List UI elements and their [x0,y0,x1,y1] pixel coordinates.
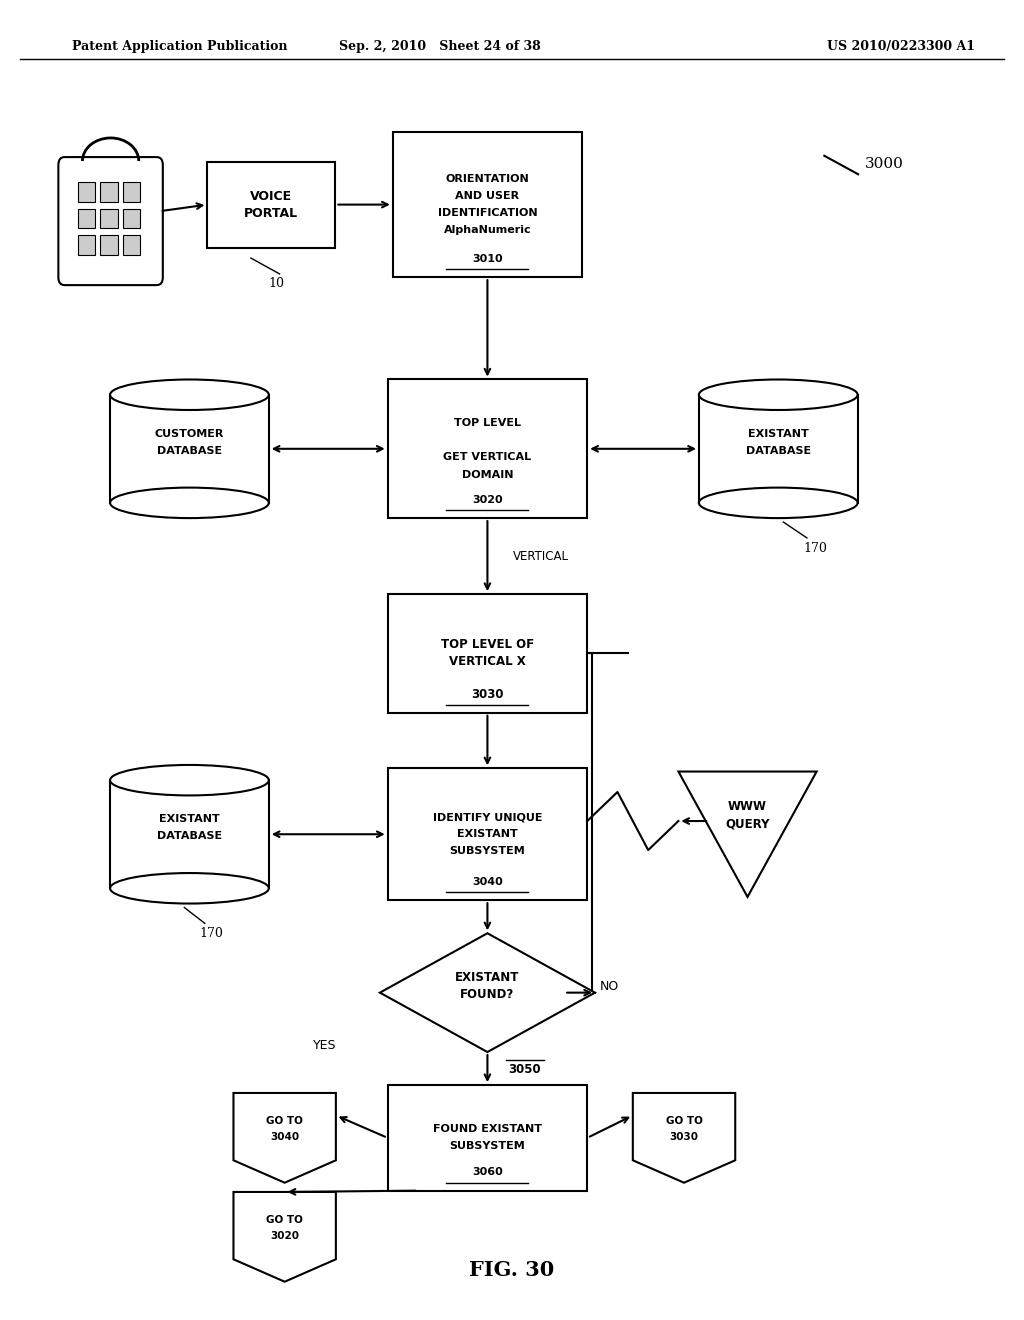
Bar [387,768,587,900]
Bar [123,235,140,255]
Text: 3050: 3050 [508,1063,541,1076]
Polygon shape [233,1192,336,1282]
Bar [111,395,268,503]
Text: YES: YES [313,1039,337,1052]
Text: 3040: 3040 [472,876,503,887]
Text: EXISTANT: EXISTANT [748,429,809,438]
Bar [387,594,587,713]
Bar [78,182,95,202]
Polygon shape [380,933,595,1052]
Text: GET VERTICAL: GET VERTICAL [443,453,531,462]
Text: FIG. 30: FIG. 30 [469,1259,555,1280]
Text: FOUND?: FOUND? [461,989,514,1001]
Bar [123,182,140,202]
Text: VOICE: VOICE [250,190,293,202]
Text: GO TO: GO TO [666,1115,702,1126]
FancyBboxPatch shape [58,157,163,285]
Ellipse shape [698,487,858,519]
Text: CUSTOMER: CUSTOMER [155,429,224,438]
Text: IDENTIFICATION: IDENTIFICATION [437,209,538,218]
Text: DOMAIN: DOMAIN [462,470,513,479]
Text: IDENTIFY UNIQUE: IDENTIFY UNIQUE [433,812,542,822]
Text: NO: NO [600,979,620,993]
Text: 3010: 3010 [472,253,503,264]
Bar [111,780,268,888]
Text: 3000: 3000 [865,157,904,170]
Ellipse shape [110,764,268,796]
Bar [698,395,858,503]
Text: FOUND EXISTANT: FOUND EXISTANT [433,1125,542,1134]
Text: 3060: 3060 [472,1167,503,1177]
Text: EXISTANT: EXISTANT [457,829,518,840]
Text: 170: 170 [200,927,223,940]
Text: 170: 170 [804,541,827,554]
Text: 3020: 3020 [270,1230,299,1241]
Text: TOP LEVEL OF: TOP LEVEL OF [441,639,534,651]
Text: PORTAL: PORTAL [245,207,298,219]
Text: GO TO: GO TO [266,1115,303,1126]
Text: 3020: 3020 [472,495,503,504]
Polygon shape [678,771,817,898]
Bar [387,1085,587,1191]
Text: EXISTANT: EXISTANT [456,972,519,983]
Bar [387,380,587,517]
Text: ORIENTATION: ORIENTATION [445,174,529,183]
Text: 3040: 3040 [270,1131,299,1142]
Text: SUBSYSTEM: SUBSYSTEM [450,1142,525,1151]
Text: DATABASE: DATABASE [157,446,222,455]
Bar [100,209,118,228]
Text: 3030: 3030 [471,688,504,701]
Bar [100,182,118,202]
Bar [123,209,140,228]
Text: SUBSYSTEM: SUBSYSTEM [450,846,525,857]
Text: Patent Application Publication: Patent Application Publication [72,40,287,53]
Text: 10: 10 [268,277,285,289]
Bar [78,235,95,255]
Text: AlphaNumeric: AlphaNumeric [443,226,531,235]
Text: 3030: 3030 [670,1131,698,1142]
Text: WWW: WWW [728,800,767,813]
Bar [100,235,118,255]
Polygon shape [233,1093,336,1183]
Text: Sep. 2, 2010   Sheet 24 of 38: Sep. 2, 2010 Sheet 24 of 38 [339,40,542,53]
Bar [207,162,336,248]
Text: QUERY: QUERY [725,817,770,830]
Ellipse shape [698,380,858,411]
Ellipse shape [110,873,268,903]
Ellipse shape [110,487,268,519]
Bar [78,209,95,228]
Ellipse shape [110,380,268,411]
Polygon shape [633,1093,735,1183]
Text: EXISTANT: EXISTANT [159,814,220,824]
Text: GO TO: GO TO [266,1214,303,1225]
Text: AND USER: AND USER [456,191,519,201]
Bar [392,132,582,277]
Text: VERTICAL: VERTICAL [513,549,569,562]
Text: US 2010/0223300 A1: US 2010/0223300 A1 [827,40,975,53]
Text: DATABASE: DATABASE [745,446,811,455]
Text: DATABASE: DATABASE [157,832,222,841]
Text: VERTICAL X: VERTICAL X [450,656,525,668]
Text: TOP LEVEL: TOP LEVEL [454,418,521,428]
